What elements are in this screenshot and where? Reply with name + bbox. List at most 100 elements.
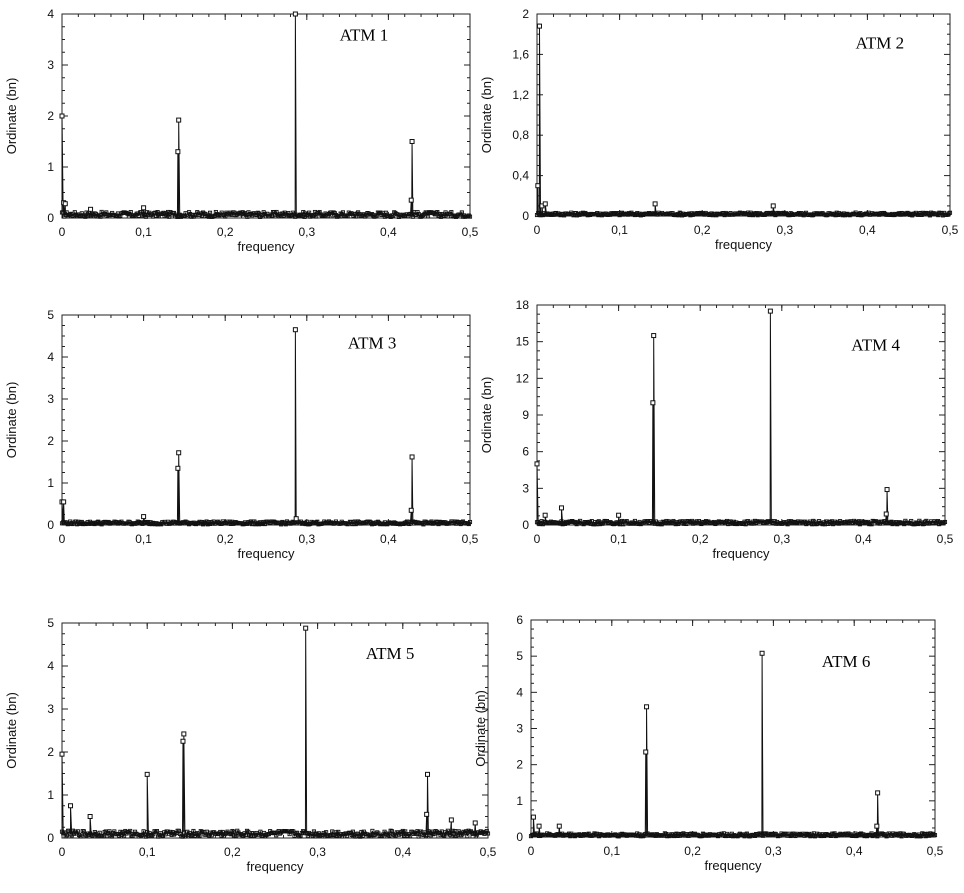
x-tick-label: 0,5 xyxy=(927,844,944,858)
data-point xyxy=(191,828,196,834)
y-tick-label: 2 xyxy=(516,758,523,772)
series-line xyxy=(61,628,489,838)
x-tick-label: 0 xyxy=(528,844,535,858)
peak-point xyxy=(652,201,658,207)
y-tick-label: 0 xyxy=(47,831,54,845)
data-point xyxy=(408,834,413,839)
x-tick-label: 0,4 xyxy=(859,223,876,237)
data-point xyxy=(942,519,948,525)
data-point xyxy=(243,832,248,837)
data-point xyxy=(180,834,185,839)
y-tick-label: 1 xyxy=(47,788,54,802)
y-tick-label: 0 xyxy=(47,211,54,225)
data-point xyxy=(465,834,470,839)
y-tick-label: 9 xyxy=(522,408,529,422)
x-tick-label: 0,3 xyxy=(309,845,326,859)
peak-point xyxy=(88,206,94,212)
y-tick-label: 3 xyxy=(47,392,54,406)
data-point xyxy=(234,834,239,839)
x-tick-label: 0,5 xyxy=(462,532,479,546)
peak-point xyxy=(874,823,880,829)
y-tick-label: 4 xyxy=(47,7,54,21)
data-point xyxy=(311,829,316,834)
peak-point xyxy=(884,487,890,493)
peak-point xyxy=(409,139,415,144)
peak-point xyxy=(176,450,182,456)
chart-panel-4: 0 0,1 0,2 0,3 0,4 0,5 0 3 6 9 12 15 18 frequency Ordin… xyxy=(479,298,954,561)
y-tick-label: 3 xyxy=(47,58,54,72)
peak-point xyxy=(448,817,454,823)
data-point xyxy=(207,210,213,215)
peak-point xyxy=(141,205,147,211)
peak-point xyxy=(535,183,541,189)
x-axis-label: frequency xyxy=(715,237,773,252)
peak-point xyxy=(643,749,649,755)
series-line xyxy=(536,26,951,217)
peak-point xyxy=(556,823,562,829)
data-point xyxy=(330,829,335,834)
data-point xyxy=(154,829,159,834)
series-line xyxy=(61,329,471,526)
y-tick-label: 12 xyxy=(516,371,530,385)
data-point xyxy=(167,214,172,219)
peak-point xyxy=(292,11,298,17)
x-tick-label: 0,3 xyxy=(765,844,782,858)
y-tick-label: 3 xyxy=(522,481,529,495)
data-point xyxy=(75,829,80,834)
data-point xyxy=(101,834,106,839)
x-tick-label: 0,2 xyxy=(694,223,711,237)
data-point xyxy=(291,829,296,834)
peak-point xyxy=(408,507,414,513)
data-point xyxy=(449,834,454,839)
data-point xyxy=(245,214,250,219)
x-axis-label: frequency xyxy=(237,546,295,561)
peak-point xyxy=(180,738,186,744)
y-tick-label: 0,8 xyxy=(512,128,529,142)
data-point xyxy=(310,833,315,839)
plot-frame xyxy=(61,314,471,526)
y-tick-label: 4 xyxy=(47,659,54,673)
peak-point xyxy=(767,308,773,314)
data-point xyxy=(128,828,133,834)
peak-point xyxy=(759,650,765,656)
y-tick-label: 18 xyxy=(516,298,530,312)
data-point xyxy=(400,828,405,834)
data-point xyxy=(425,214,431,219)
x-tick-label: 0,3 xyxy=(776,223,793,237)
x-tick-label: 0,1 xyxy=(611,223,628,237)
panel-title: ATM 1 xyxy=(340,25,389,44)
x-tick-label: 0,3 xyxy=(773,532,790,546)
y-tick-label: 6 xyxy=(522,445,529,459)
data-point xyxy=(359,829,364,835)
x-tick-label: 0,5 xyxy=(480,845,497,859)
data-point xyxy=(166,209,171,215)
x-tick-label: 0,4 xyxy=(394,845,411,859)
data-point xyxy=(79,834,84,839)
peak-point xyxy=(883,511,889,517)
peak-point xyxy=(424,811,430,817)
data-point xyxy=(83,214,88,219)
peak-point xyxy=(87,814,93,819)
x-axis-label: frequency xyxy=(712,546,770,561)
y-axis-label: Ordinate (bn) xyxy=(473,690,488,767)
x-axis-label: frequency xyxy=(237,239,295,254)
data-point xyxy=(307,210,312,215)
plot-frame xyxy=(61,622,489,839)
x-axis-label: frequency xyxy=(246,859,304,874)
x-tick-label: 0 xyxy=(534,223,541,237)
x-tick-label: 0,1 xyxy=(610,532,627,546)
data-point xyxy=(164,214,169,219)
y-tick-label: 5 xyxy=(47,616,54,630)
data-point xyxy=(453,829,458,834)
y-tick-label: 1 xyxy=(516,794,523,808)
data-point xyxy=(358,834,363,839)
peak-point xyxy=(68,803,74,809)
y-axis-label: Ordinate (bn) xyxy=(479,77,494,154)
data-point xyxy=(190,832,195,837)
y-tick-label: 2 xyxy=(47,434,54,448)
x-tick-label: 0,4 xyxy=(380,225,397,239)
y-axis-label: Ordinate (bn) xyxy=(479,377,494,454)
x-tick-label: 0,3 xyxy=(298,225,315,239)
data-point xyxy=(932,833,938,838)
data-point xyxy=(360,833,365,838)
